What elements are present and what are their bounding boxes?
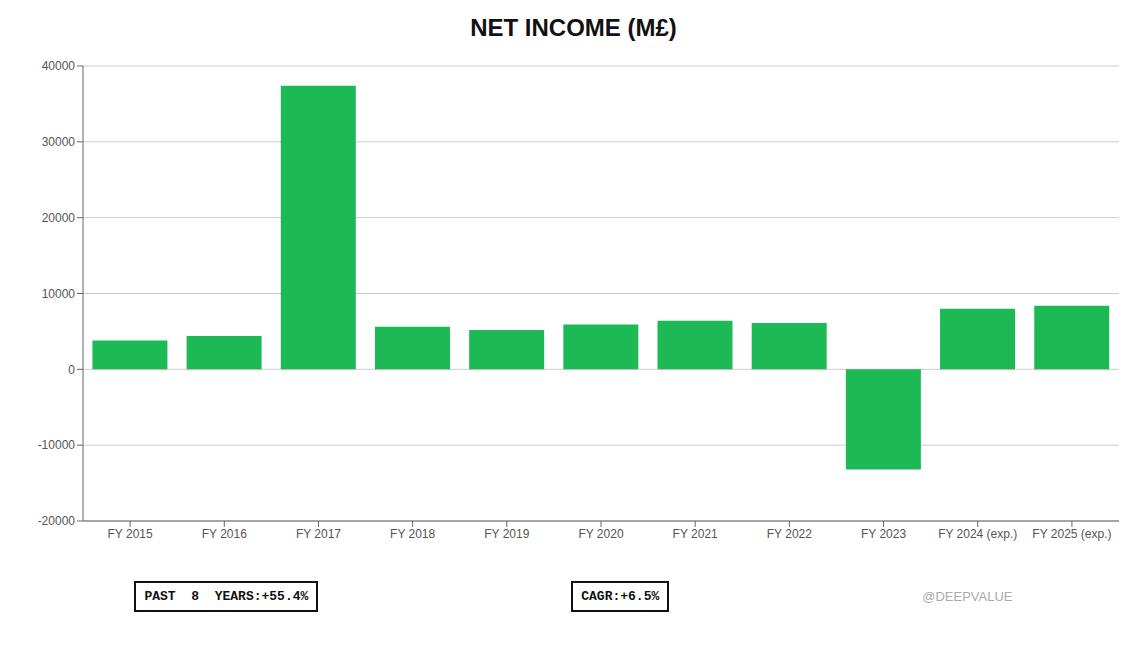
svg-text:FY 2021: FY 2021 bbox=[673, 527, 718, 541]
svg-text:20000: 20000 bbox=[42, 211, 76, 225]
svg-text:-20000: -20000 bbox=[38, 514, 76, 528]
svg-text:FY 2025 (exp.): FY 2025 (exp.) bbox=[1032, 527, 1111, 541]
html-text:NET INCOME (M£): NET INCOME (M£) bbox=[470, 14, 677, 41]
svg-text:-10000: -10000 bbox=[38, 438, 76, 452]
svg-text:FY 2018: FY 2018 bbox=[390, 527, 435, 541]
svg-text:0: 0 bbox=[68, 363, 75, 377]
svg-text:40000: 40000 bbox=[42, 59, 76, 73]
svg-text:FY 2016: FY 2016 bbox=[202, 527, 247, 541]
svg-text:FY 2020: FY 2020 bbox=[578, 527, 623, 541]
svg-text:FY 2024 (exp.): FY 2024 (exp.) bbox=[938, 527, 1017, 541]
html-text:CAGR:+6.5%: CAGR:+6.5% bbox=[581, 588, 660, 604]
svg-text:10000: 10000 bbox=[42, 287, 76, 301]
svg-text:FY 2023: FY 2023 bbox=[861, 527, 906, 541]
html-text:PAST 8 YEARS:+55.4%: PAST 8 YEARS:+55.4% bbox=[144, 588, 309, 604]
svg-text:FY 2019: FY 2019 bbox=[484, 527, 529, 541]
svg-text:FY 2017: FY 2017 bbox=[296, 527, 341, 541]
svg-text:FY 2022: FY 2022 bbox=[767, 527, 812, 541]
svg-text:30000: 30000 bbox=[42, 135, 76, 149]
svg-text:FY 2015: FY 2015 bbox=[108, 527, 153, 541]
html-text:@DEEPVALUE: @DEEPVALUE bbox=[922, 588, 1013, 604]
